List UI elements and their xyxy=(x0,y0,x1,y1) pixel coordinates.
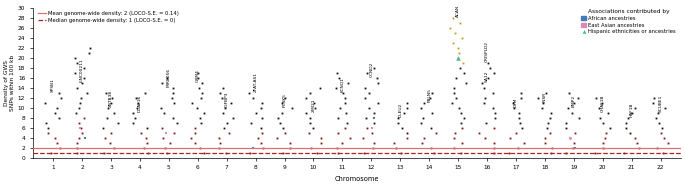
Text: DLEU2: DLEU2 xyxy=(398,102,402,117)
Text: ZBTB38: ZBTB38 xyxy=(109,89,113,107)
Text: IGFBP3: IGFBP3 xyxy=(225,91,229,107)
Text: DCAF16: DCAF16 xyxy=(138,94,142,112)
Text: GRM4: GRM4 xyxy=(196,69,200,82)
X-axis label: Chromosome: Chromosome xyxy=(334,176,379,182)
Text: ZMI21: ZMI21 xyxy=(312,98,316,112)
Text: PCSK5: PCSK5 xyxy=(282,93,286,107)
Text: INSR: INSR xyxy=(543,91,547,102)
Text: SCUBE1: SCUBE1 xyxy=(658,94,662,112)
Text: FBLN5: FBLN5 xyxy=(427,88,431,102)
Text: DYM: DYM xyxy=(514,97,518,107)
Text: BMP2: BMP2 xyxy=(572,94,576,107)
Text: HAF1B: HAF1B xyxy=(630,102,634,117)
Text: KCNQ1: KCNQ1 xyxy=(340,77,345,92)
Y-axis label: Density of GWS
SNPs within 100 kb: Density of GWS SNPs within 100 kb xyxy=(4,54,15,111)
Text: CRISPLD2: CRISPLD2 xyxy=(485,41,489,62)
Text: CHAF1B: CHAF1B xyxy=(601,94,605,112)
Legend: African ancestries, East Asian ancestries, Hispanic ethnicities or ancestries: African ancestries, East Asian ancestrie… xyxy=(579,7,678,36)
Text: LINC00211: LINC00211 xyxy=(80,58,84,82)
Text: MIR8056: MIR8056 xyxy=(167,68,171,87)
Text: ACAN: ACAN xyxy=(456,5,460,17)
Text: ZFAT-AS1: ZFAT-AS1 xyxy=(253,72,258,92)
Text: CCND2: CCND2 xyxy=(369,61,373,77)
Text: SPSB1: SPSB1 xyxy=(51,78,55,92)
Text: SA12: SA12 xyxy=(485,70,489,82)
